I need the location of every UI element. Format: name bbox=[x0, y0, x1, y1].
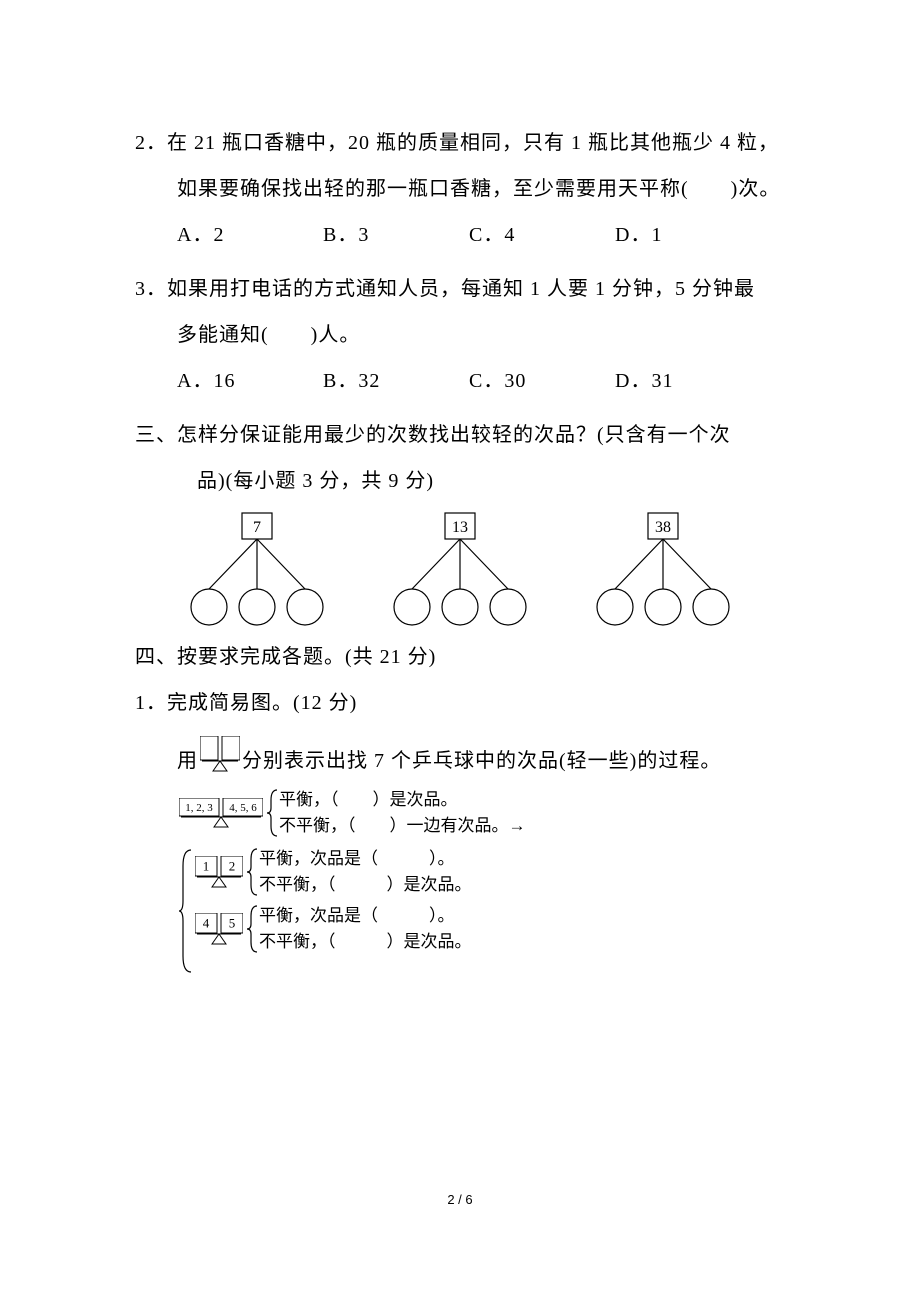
tree-diagram-7: 7 bbox=[177, 509, 337, 629]
section3-title-text1: 三、怎样分保证能用最少的次数找出较轻的次品？(只含有一个次 bbox=[135, 424, 731, 446]
q3-opt-a: A．16 bbox=[177, 358, 317, 404]
q2-options: A．2 B．3 C．4 D．1 bbox=[135, 212, 785, 258]
tree-diagram-13: 13 bbox=[380, 509, 540, 629]
svg-text:5: 5 bbox=[229, 915, 236, 930]
q3-line2: 多能通知( )人。 bbox=[135, 312, 785, 358]
sub-line2-1: 不平衡，（ ）是次品。 bbox=[259, 932, 472, 951]
row1-line2: 不平衡，（ ）一边有次品。→ bbox=[279, 816, 526, 835]
svg-text:7: 7 bbox=[253, 519, 261, 536]
q2-line2: 如果要确保找出轻的那一瓶口香糖，至少需要用天平称( )次。 bbox=[135, 166, 785, 212]
svg-text:4, 5, 6: 4, 5, 6 bbox=[229, 801, 257, 813]
scale-123-456: 1, 2, 3 4, 5, 6 bbox=[179, 798, 263, 828]
q3-opt-d: D．31 bbox=[615, 358, 755, 404]
q3-options: A．16 B．32 C．30 D．31 bbox=[135, 358, 785, 404]
row1-line1: 平衡，（ ）是次品。 bbox=[279, 790, 458, 809]
page-footer: 2 / 6 bbox=[0, 1192, 920, 1207]
balance-group-col: 1 2 平衡，次品是（ ）。 不平衡，（ ）是次品。 4 5 平衡，次品 bbox=[193, 846, 472, 960]
q3-opt-b: B．32 bbox=[323, 358, 463, 404]
scale-4-5: 4 5 bbox=[195, 913, 243, 945]
section4-q1-title: 完成简易图。(12 分) bbox=[167, 692, 357, 714]
intro-prefix: 用 bbox=[177, 750, 198, 772]
q2-opt-c: C．4 bbox=[469, 212, 609, 258]
inner-brace-icon bbox=[245, 904, 259, 954]
svg-text:13: 13 bbox=[452, 519, 468, 536]
svg-text:4: 4 bbox=[203, 915, 210, 930]
sub-line2-0: 不平衡，（ ）是次品。 bbox=[259, 875, 472, 894]
inner-brace-icon bbox=[245, 847, 259, 897]
sub-line1-1: 平衡，次品是（ ）。 bbox=[259, 906, 455, 925]
section3-title: 三、怎样分保证能用最少的次数找出较轻的次品？(只含有一个次 bbox=[135, 412, 785, 458]
question-3: 3．如果用打电话的方式通知人员，每通知 1 人要 1 分钟，5 分钟最 多能通知… bbox=[135, 266, 785, 404]
q2-opt-d: D．1 bbox=[615, 212, 755, 258]
outer-brace-icon bbox=[177, 846, 193, 976]
q2-opt-b: B．3 bbox=[323, 212, 463, 258]
section4-q1-num: 1． bbox=[135, 692, 167, 714]
q2-opt-a: A．2 bbox=[177, 212, 317, 258]
row1-text: 平衡，（ ）是次品。 不平衡，（ ）一边有次品。→ bbox=[279, 787, 526, 838]
svg-text:38: 38 bbox=[655, 519, 671, 536]
section3-title2: 品)(每小题 3 分，共 9 分) bbox=[135, 458, 785, 504]
tree-diagram-38: 38 bbox=[583, 509, 743, 629]
scale-1-2: 1 2 bbox=[195, 856, 243, 888]
q3-text1: 如果用打电话的方式通知人员，每通知 1 人要 1 分钟，5 分钟最 bbox=[167, 278, 755, 300]
document-page: 2．在 21 瓶口香糖中，20 瓶的质量相同，只有 1 瓶比其他瓶少 4 粒， … bbox=[0, 0, 920, 1302]
sub-row-text-0: 平衡，次品是（ ）。 不平衡，（ ）是次品。 bbox=[259, 846, 472, 897]
section4-title: 四、按要求完成各题。(共 21 分) bbox=[135, 634, 785, 680]
question-2: 2．在 21 瓶口香糖中，20 瓶的质量相同，只有 1 瓶比其他瓶少 4 粒， … bbox=[135, 120, 785, 258]
balance-sub-row-0: 1 2 平衡，次品是（ ）。 不平衡，（ ）是次品。 bbox=[193, 846, 472, 897]
sub-row-text-1: 平衡，次品是（ ）。 不平衡，（ ）是次品。 bbox=[259, 903, 472, 954]
balance-sub-row-1: 4 5 平衡，次品是（ ）。 不平衡，（ ）是次品。 bbox=[193, 903, 472, 954]
q2-text1: 在 21 瓶口香糖中，20 瓶的质量相同，只有 1 瓶比其他瓶少 4 粒， bbox=[167, 132, 779, 154]
svg-text:1, 2, 3: 1, 2, 3 bbox=[185, 801, 213, 813]
intro-scale-icon bbox=[200, 726, 240, 772]
sub-line1-0: 平衡，次品是（ ）。 bbox=[259, 849, 455, 868]
intro-suffix: 分别表示出找 7 个乒乓球中的次品(轻一些)的过程。 bbox=[242, 750, 721, 772]
section4-q1-intro: 用 分别表示出找 7 个乒乓球中的次品(轻一些)的过程。 bbox=[135, 726, 785, 784]
q3-number: 3． bbox=[135, 278, 167, 300]
svg-text:2: 2 bbox=[229, 858, 236, 873]
q3-line1: 3．如果用打电话的方式通知人员，每通知 1 人要 1 分钟，5 分钟最 bbox=[135, 266, 785, 312]
balance-group-2: 1 2 平衡，次品是（ ）。 不平衡，（ ）是次品。 4 5 平衡，次品 bbox=[135, 846, 785, 976]
q2-number: 2． bbox=[135, 132, 167, 154]
balance-row-1: 1, 2, 3 4, 5, 6 平衡，（ ）是次品。 不平衡，（ ）一边有次品。… bbox=[135, 787, 785, 838]
brace-icon bbox=[265, 788, 279, 838]
tree-diagrams-row: 7 13 38 bbox=[135, 504, 785, 634]
q2-line1: 2．在 21 瓶口香糖中，20 瓶的质量相同，只有 1 瓶比其他瓶少 4 粒， bbox=[135, 120, 785, 166]
section4-q1: 1．完成简易图。(12 分) bbox=[135, 680, 785, 726]
q3-opt-c: C．30 bbox=[469, 358, 609, 404]
svg-text:1: 1 bbox=[203, 858, 210, 873]
